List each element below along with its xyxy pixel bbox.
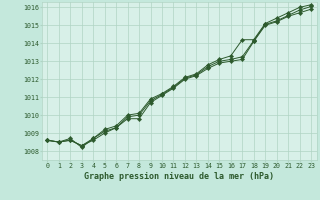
X-axis label: Graphe pression niveau de la mer (hPa): Graphe pression niveau de la mer (hPa) [84,172,274,181]
